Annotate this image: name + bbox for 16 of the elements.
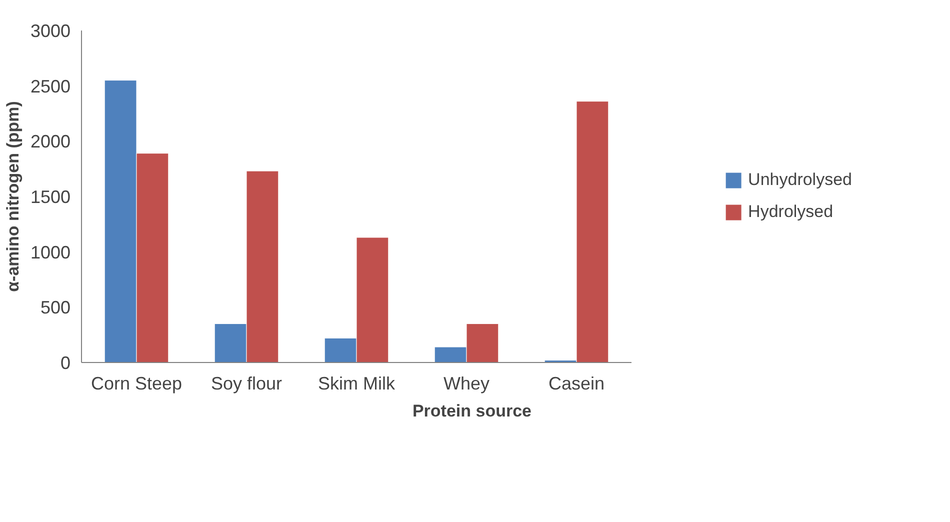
y-tick-label: 500 <box>40 298 71 318</box>
legend-label: Hydrolysed <box>748 202 834 222</box>
y-tick-label: 2500 <box>30 76 71 96</box>
y-axis-title: α-amino nitrogen (ppm) <box>3 101 22 292</box>
x-tick-label: Casein <box>548 374 605 394</box>
x-tick-label: Corn Steep <box>90 374 182 394</box>
y-tick-label: 2000 <box>30 132 71 152</box>
x-tick-label: Soy flour <box>210 374 282 394</box>
x-tick-label: Skim Milk <box>318 374 396 394</box>
y-tick-label: 0 <box>60 353 71 373</box>
y-tick-label: 1500 <box>30 187 71 207</box>
legend-label: Unhydrolysed <box>748 170 852 190</box>
x-axis-title: Protein source <box>412 402 532 420</box>
y-tick-label: 3000 <box>30 21 71 41</box>
y-tick-label: 1000 <box>30 242 71 262</box>
x-tick-label: Whey <box>443 374 490 394</box>
